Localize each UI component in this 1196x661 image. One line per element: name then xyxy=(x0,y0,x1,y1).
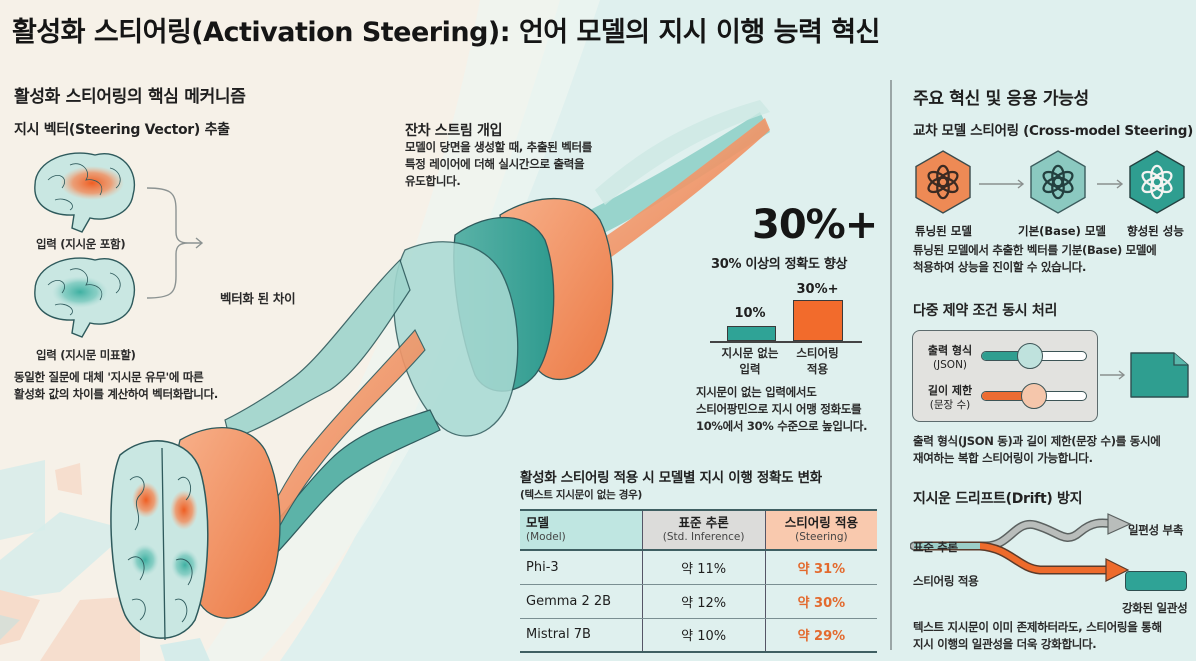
header-steering: 스티어링 적용 (Steering) xyxy=(764,509,877,551)
stat-description: 지시문이 없는 입력에서도 스티어팡민으로 지시 어맹 정화도를 10%에서 3… xyxy=(696,385,868,433)
innovations-section-title: 주요 혁신 및 응용 가능성 xyxy=(913,89,1089,109)
brain-with-instruction-label: 입력 (지시운 포함) xyxy=(36,237,126,251)
bar-caption-no-instruction: 지시문 없는 입력 xyxy=(721,346,779,376)
node-label-enhanced: 향성된 성능 xyxy=(1127,224,1184,238)
cell-steering: 약 30% xyxy=(764,584,877,619)
cross-model-title: 교차 모델 스티어링 (Cross-model Steering) xyxy=(913,123,1193,139)
cell-model: Mistral 7B xyxy=(520,618,642,653)
enhanced-model-hex-icon xyxy=(1129,150,1185,214)
multi-constraint-title: 다중 제약 조건 동시 처리 xyxy=(913,303,1058,319)
length-slider-knob[interactable] xyxy=(1021,383,1047,409)
cross-model-description: 튜닝된 모델에서 추출한 벡터를 기분(Base) 모델에 척용하여 상능을 진… xyxy=(913,243,1157,274)
table-row: Mistral 7B 약 10% 약 29% xyxy=(520,618,877,653)
column-divider xyxy=(890,80,892,650)
mechanism-section-title: 활성화 스티어링의 핵심 메커니즘 xyxy=(14,87,246,107)
cell-steering: 약 31% xyxy=(764,550,877,585)
residual-stream-description: 모델이 당면을 생성할 때, 추출된 벡터를 특정 레이어에 더해 실시간으로 … xyxy=(405,140,593,188)
residual-stream-title: 잔차 스트림 개입 xyxy=(405,123,503,139)
brain-without-instruction-label: 입력 (지시문 미표할) xyxy=(36,348,136,362)
table-row: Phi-3 약 11% 약 31% xyxy=(520,550,877,585)
drift-diagram xyxy=(910,513,1132,582)
header-std: 표준 추론 (Std. Inference) xyxy=(641,509,766,551)
brain-without-instruction-illustration xyxy=(34,257,136,338)
base-model-hex-icon xyxy=(1030,150,1086,214)
stat-subtitle: 30% 이상의 정확도 향상 xyxy=(711,257,848,272)
brain-front-illustration xyxy=(110,440,209,641)
bar-value-no-instruction: 10% xyxy=(734,306,766,321)
drift-steering-label: 스티어링 적용 xyxy=(913,574,979,588)
cell-std: 약 11% xyxy=(641,550,766,585)
slider-label-format: 출력 형식 (JSON) xyxy=(927,344,973,371)
vector-extraction-title: 지시 벡터(Steering Vector) 추출 xyxy=(14,122,230,138)
constraint-output xyxy=(1100,352,1189,398)
drift-standard-label: 표준 추론 xyxy=(913,540,958,554)
table-row: Gemma 2 2B 약 12% 약 30% xyxy=(520,584,877,619)
extraction-description: 동일한 질문에 대체 '지시문 유무'에 따른 활성화 값의 차이를 계산하여 … xyxy=(14,370,218,401)
cell-model: Gemma 2 2B xyxy=(520,584,642,619)
table-title: 활성화 스티어링 적용 시 모델별 지시 이행 정확도 변화 xyxy=(520,470,822,486)
node-label-tuned: 튜닝된 모델 xyxy=(915,224,972,238)
brain-with-instruction-illustration xyxy=(34,152,136,233)
drift-arrow-gray-icon xyxy=(1107,513,1132,535)
bar-value-steering: 30%+ xyxy=(796,282,839,297)
cross-model-flow xyxy=(915,150,1185,214)
table-header-row: 모델 (Model) 표준 추론 (Std. Inference) 스티어링 적용(… xyxy=(520,509,877,551)
constraint-slider-panel: 출력 형식 (JSON) 길이 제한 (문장 수) xyxy=(912,330,1098,422)
accuracy-bar-chart: 10% 30%+ 지시문 없는 입력 스티어링 적용 xyxy=(705,275,865,385)
slider-label-length: 길이 제한 (문장 수) xyxy=(927,384,973,411)
drift-outcome-good: 강화된 일관성 xyxy=(1122,601,1188,615)
bar-baseline xyxy=(710,341,862,343)
multi-constraint-description: 출력 형식(JSON 동)과 길이 제한(문장 수)를 동시에 재여하는 복합 … xyxy=(913,434,1161,465)
bar-caption-steering: 스티어링 적용 xyxy=(796,346,839,376)
tuned-model-hex-icon xyxy=(915,150,971,214)
node-label-base: 기본(Base) 모델 xyxy=(1018,224,1107,238)
bar-no-instruction xyxy=(727,326,776,341)
cell-model: Phi-3 xyxy=(520,550,642,585)
output-document-icon xyxy=(1130,352,1189,398)
drift-title: 지시운 드리프트(Drift) 방지 xyxy=(913,491,1083,507)
drift-arrow-orange-icon xyxy=(1105,558,1130,582)
table-subtitle: (텍스트 지시문이 없는 경우) xyxy=(520,489,643,501)
vector-diff-label: 벡터화 된 차이 xyxy=(220,291,296,306)
bar-steering xyxy=(793,300,843,341)
consistency-block xyxy=(1125,571,1187,591)
accuracy-table: 모델 (Model) 표준 추론 (Std. Inference) 스티어링 적용(… xyxy=(520,509,877,653)
big-stat-number: 30%+ xyxy=(752,202,878,248)
cell-steering: 약 29% xyxy=(764,618,877,653)
cell-std: 약 10% xyxy=(641,618,766,653)
cell-std: 약 12% xyxy=(641,584,766,619)
drift-outcome-bad: 일편성 부촉 xyxy=(1128,523,1184,537)
drift-description: 텍스트 지시문이 이미 존제하터라도, 스티어링을 통해 지시 이행의 일관성을… xyxy=(913,620,1162,651)
format-slider-knob[interactable] xyxy=(1017,343,1043,369)
page-title: 활성화 스티어링(Activation Steering): 언어 모델의 지시… xyxy=(12,17,880,48)
header-model: 모델 (Model) xyxy=(520,509,642,551)
